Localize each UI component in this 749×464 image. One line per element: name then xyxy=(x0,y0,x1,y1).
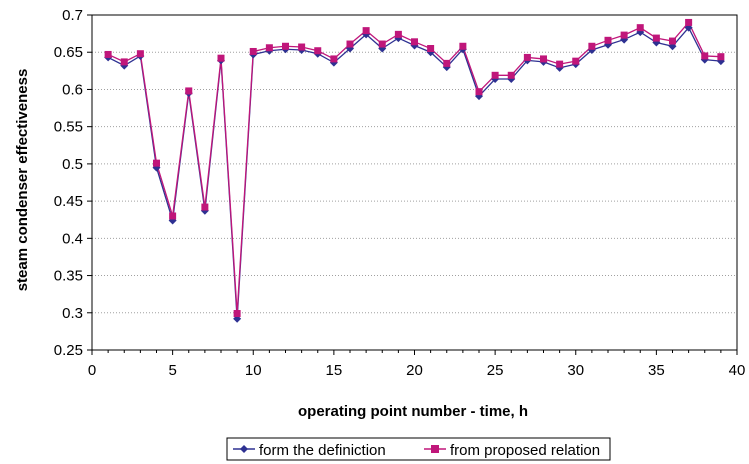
y-tick-label: 0.45 xyxy=(54,193,83,210)
series-2-point xyxy=(346,40,354,48)
y-tick-label: 0.55 xyxy=(54,119,83,136)
series-2-point xyxy=(249,47,257,55)
series-2-point xyxy=(201,203,209,211)
series-2-point xyxy=(443,59,451,67)
series-2-point xyxy=(120,58,128,66)
series-2-point xyxy=(604,36,612,44)
x-tick-label: 0 xyxy=(88,362,96,379)
plot-area xyxy=(91,14,738,351)
series-2-point xyxy=(652,34,660,42)
series-markers xyxy=(104,18,725,323)
series-2-point xyxy=(411,38,418,46)
series-2-point xyxy=(104,50,112,58)
legend-series-2-label: from proposed relation xyxy=(450,442,600,459)
series-2-point xyxy=(523,53,531,61)
series-2-point xyxy=(136,50,144,58)
y-tick-label: 0.65 xyxy=(54,44,83,61)
x-tick-label: 20 xyxy=(406,362,423,379)
axis-ticks: 0.25 0.3 0.35 0.4 0.45 0.5 0.55 0.6 0.65 0.7 0 5 10 1… xyxy=(54,7,746,379)
series-2-point xyxy=(507,71,515,79)
series-2-point xyxy=(298,43,306,51)
series-1-point xyxy=(555,63,564,72)
series-2-point xyxy=(491,71,499,79)
x-tick-label: 10 xyxy=(245,362,262,379)
series-2-line xyxy=(107,21,721,314)
series-2-point xyxy=(282,42,289,50)
y-tick-label: 0.3 xyxy=(62,305,83,322)
y-tick-label: 0.4 xyxy=(62,230,83,247)
series-2-point xyxy=(362,27,370,35)
series-2-point xyxy=(394,30,402,38)
legend-diamond-icon xyxy=(240,445,248,453)
series-2-point xyxy=(717,53,725,61)
series-2-point xyxy=(669,37,676,45)
y-axis-title: steam condenser effectiveness xyxy=(14,69,31,292)
x-tick-label: 40 xyxy=(729,362,746,379)
series-2-point xyxy=(459,42,467,50)
series-2-point xyxy=(378,40,386,48)
series-2-point xyxy=(427,45,435,52)
x-tick-label: 15 xyxy=(326,362,343,379)
series-2-point xyxy=(153,159,160,167)
series-2-point xyxy=(330,55,338,63)
series-2-point xyxy=(265,44,273,52)
series-2-point xyxy=(588,42,596,50)
series-2-point xyxy=(217,54,225,62)
y-tick-label: 0.35 xyxy=(54,268,83,285)
legend-series-1-label: form the definiction xyxy=(259,442,386,459)
x-axis-title: operating point number - time, h xyxy=(298,403,528,420)
y-tick-label: 0.25 xyxy=(54,342,83,359)
y-tick-label: 0.6 xyxy=(62,81,83,98)
legend: form the definiction from proposed relat… xyxy=(226,437,611,461)
series-2-point xyxy=(314,47,322,55)
series-2-point xyxy=(540,55,547,63)
y-tick-label: 0.5 xyxy=(62,156,83,173)
x-tick-label: 5 xyxy=(168,362,176,379)
legend-square-icon xyxy=(431,445,439,453)
series-2-point xyxy=(169,212,177,220)
y-tick-label: 0.7 xyxy=(62,7,83,24)
series-2-point xyxy=(701,52,709,60)
series-2-point xyxy=(685,18,693,26)
series-2-point xyxy=(620,31,628,39)
series-2-point xyxy=(636,24,644,32)
gridlines xyxy=(92,51,737,314)
x-tick-label: 25 xyxy=(487,362,504,379)
x-tick-label: 30 xyxy=(567,362,584,379)
series-2-point xyxy=(185,87,193,95)
x-tick-label: 35 xyxy=(648,362,665,379)
series-lines xyxy=(107,21,721,319)
series-2-point xyxy=(233,310,241,318)
series-2-point xyxy=(475,88,483,96)
legend-box xyxy=(226,437,611,461)
series-2-point xyxy=(572,57,580,65)
series-2-point xyxy=(556,60,564,68)
